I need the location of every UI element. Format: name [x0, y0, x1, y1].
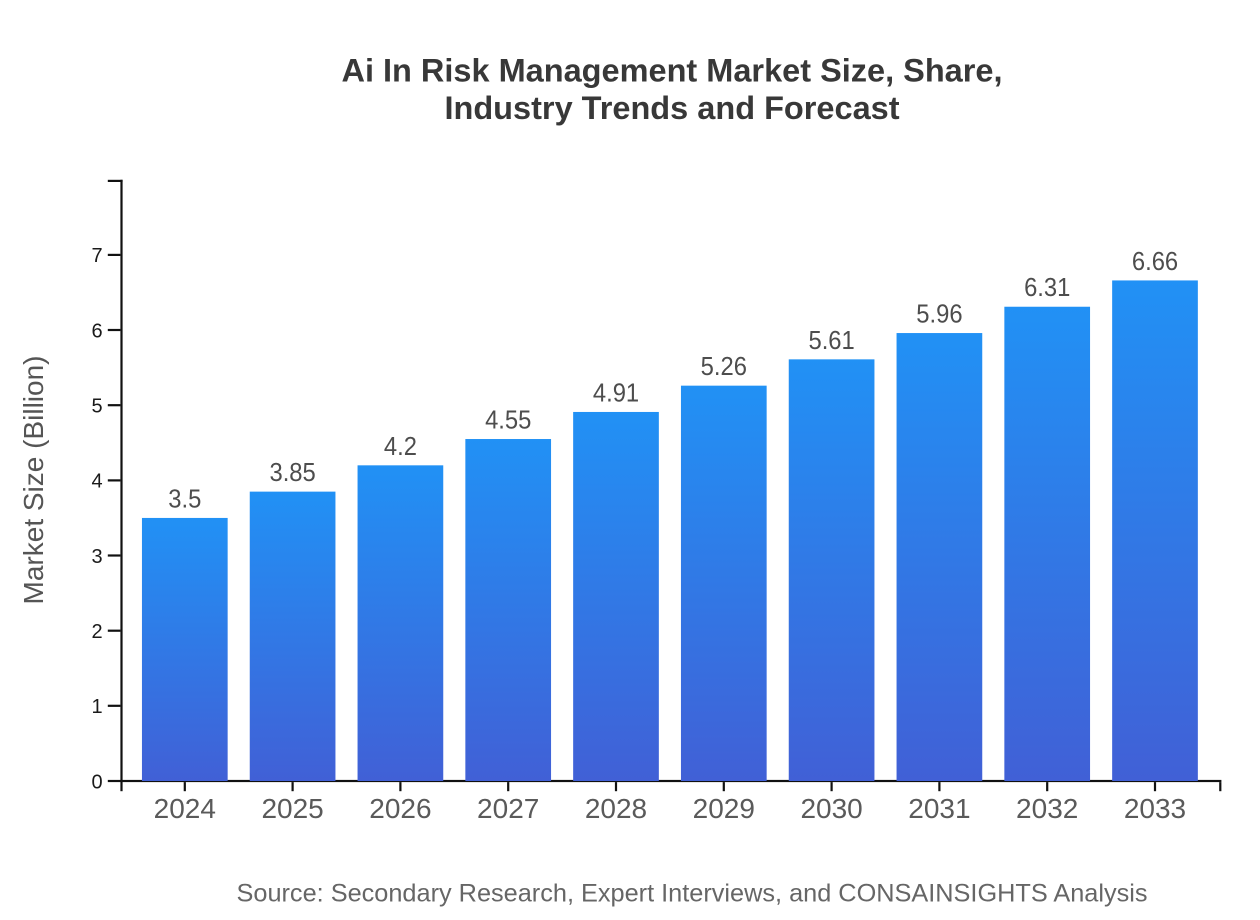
svg-text:Source: Secondary Research, Ex: Source: Secondary Research, Expert Inter…: [237, 879, 1148, 907]
svg-text:0: 0: [91, 771, 102, 793]
svg-text:Ai In Risk Management Market S: Ai In Risk Management Market Size, Share…: [341, 53, 1002, 89]
svg-text:2033: 2033: [1124, 793, 1186, 824]
svg-text:Market Size (Billion): Market Size (Billion): [18, 356, 49, 605]
svg-text:3: 3: [91, 546, 102, 568]
svg-text:2030: 2030: [800, 793, 862, 824]
svg-text:3.85: 3.85: [269, 458, 315, 487]
svg-text:Industry Trends and Forecast: Industry Trends and Forecast: [444, 90, 899, 126]
svg-text:2032: 2032: [1016, 793, 1078, 824]
svg-text:2027: 2027: [477, 793, 539, 824]
svg-text:2026: 2026: [369, 793, 431, 824]
svg-text:4.55: 4.55: [485, 406, 531, 435]
svg-text:5.26: 5.26: [701, 352, 747, 381]
svg-text:2028: 2028: [585, 793, 647, 824]
svg-text:4.91: 4.91: [593, 379, 639, 408]
svg-text:7: 7: [91, 245, 102, 267]
svg-text:2025: 2025: [261, 793, 323, 824]
svg-text:5: 5: [91, 396, 102, 418]
svg-text:4: 4: [91, 471, 102, 493]
svg-text:6.31: 6.31: [1024, 273, 1070, 302]
svg-text:2029: 2029: [693, 793, 755, 824]
svg-text:5.61: 5.61: [808, 326, 854, 355]
svg-text:1: 1: [91, 696, 102, 718]
svg-text:2031: 2031: [908, 793, 970, 824]
svg-text:5.96: 5.96: [916, 300, 962, 329]
svg-text:2024: 2024: [154, 793, 216, 824]
svg-text:2: 2: [91, 621, 102, 643]
svg-text:6: 6: [91, 320, 102, 342]
svg-text:6.66: 6.66: [1132, 247, 1178, 276]
svg-text:4.2: 4.2: [384, 432, 417, 461]
svg-text:3.5: 3.5: [168, 484, 201, 513]
